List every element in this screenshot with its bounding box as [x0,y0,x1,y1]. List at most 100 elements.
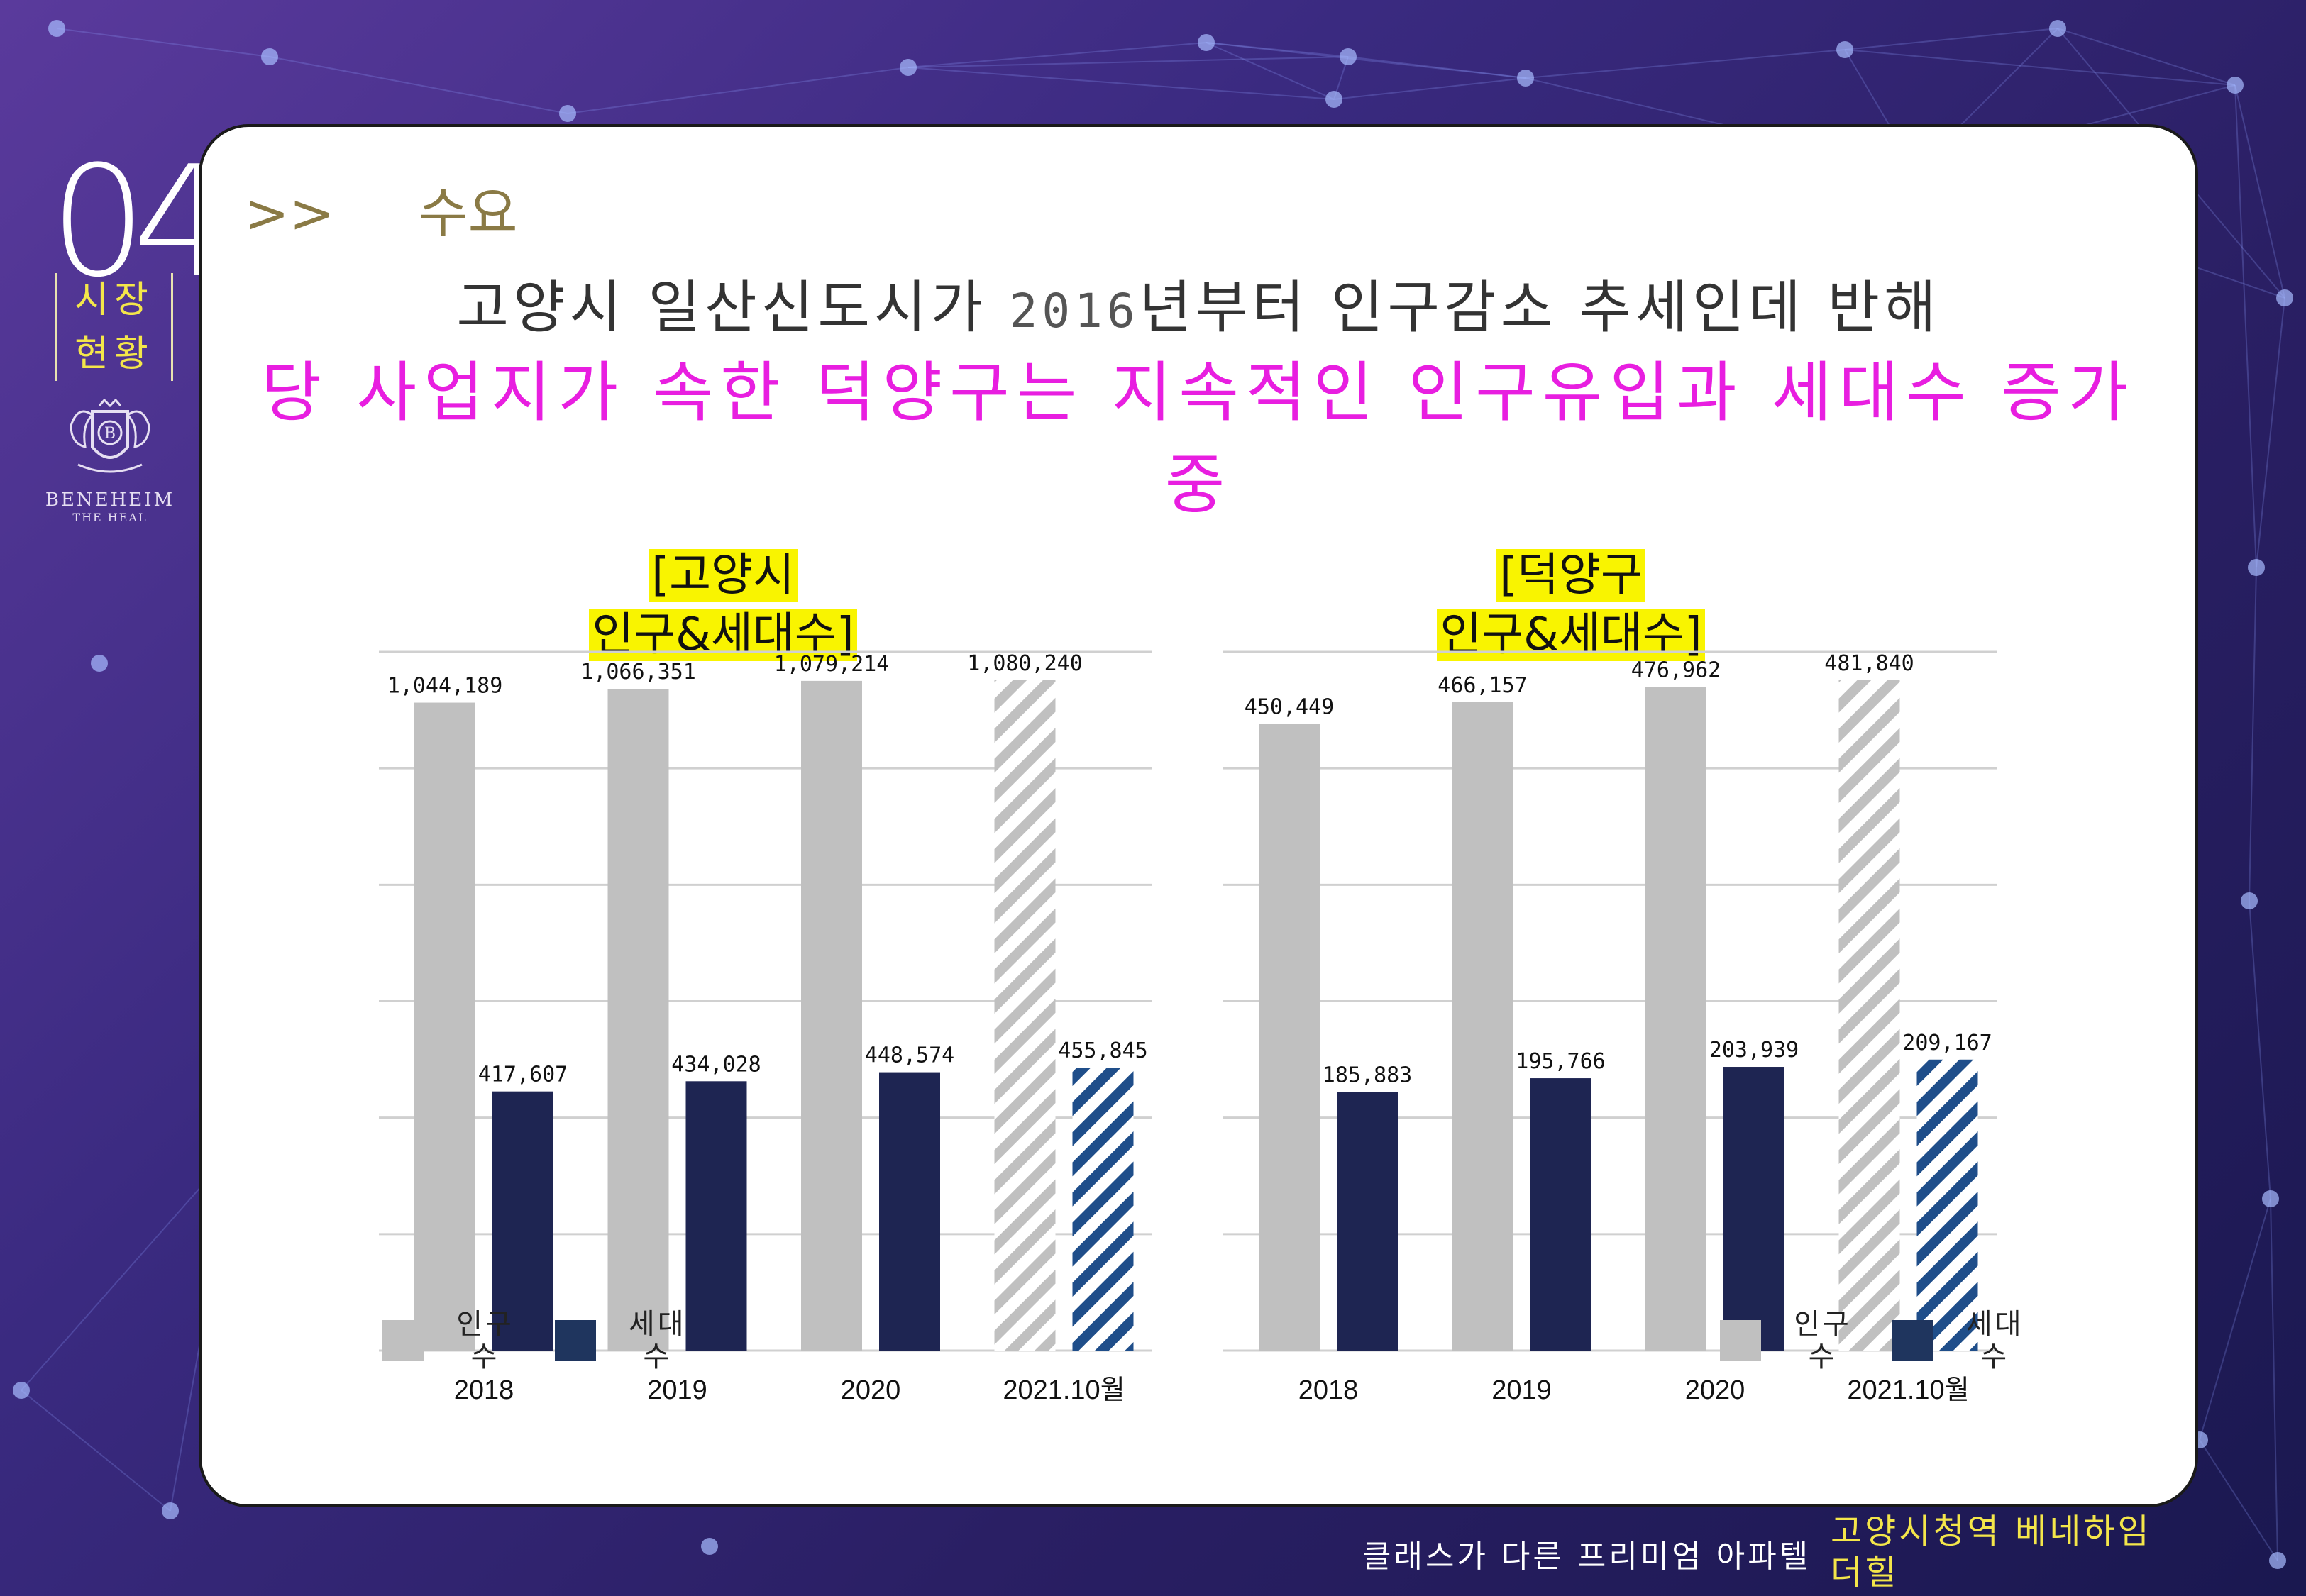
section-name-line2: 현황 [75,333,154,375]
chart2-deogyang-bar-chart: 450,449 185,883 2018 466,157 195,766 2019 476,… [1223,650,1997,1405]
x-tick-label: 2020 [1685,1375,1745,1405]
network-line [907,67,1335,100]
headline-line2: 당 사업지가 속한 덕양구는 지속적인 인구유입과 세대수 증가중 [261,355,2136,523]
logo-text: BENEHEIM [45,489,175,511]
network-line [2249,567,2257,902]
chart1-title-line1: [고양시 [649,549,798,602]
legend-item-households: 세대수 [1892,1308,2027,1373]
network-node [559,105,576,122]
network-line [1844,49,2236,86]
legend-label-population: 인구수 [1794,1308,1852,1373]
network-line [2057,28,2236,86]
x-tick-label: 2019 [647,1375,707,1405]
network-node [1325,91,1342,108]
network-line [56,28,270,57]
chart1-title: [고양시 인구&세대수] [535,545,911,665]
data-label-population: 1,079,214 [774,652,890,677]
headline-line1-pre: 고양시 일산신도시가 [456,275,1010,340]
network-node [2262,1190,2279,1207]
network-line [567,67,909,114]
legend-swatch-households [1892,1320,1933,1361]
data-label-households: 185,883 [1323,1063,1412,1087]
subhead-arrows: >> [244,182,335,245]
legend-item-population: 인구수 [1720,1308,1855,1373]
section-name: 시장 현황 [55,273,173,381]
bar-population [607,689,669,1351]
headline-line1-year: 2016 [1009,284,1140,338]
network-line [907,42,1207,68]
network-line [2234,84,2257,568]
subhead-label: 수요 [418,182,518,245]
logo-subtext: THE HEAL [72,511,148,524]
brand-logo: B BENEHEIM THE HEAL [43,397,177,524]
network-line [2234,84,2285,299]
chart2-title: [덕양구 인구&세대수] [1383,545,1759,665]
legend-swatch-households [554,1320,596,1361]
headline-line1: 고양시 일산신도시가 2016년부터 인구감소 추세인데 반해 [202,262,2195,344]
network-node [1517,70,1534,87]
chart2-legend: 인구수 세대수 [1720,1308,2056,1373]
network-node [701,1538,718,1555]
network-line [1347,56,1526,79]
network-line [1844,28,2058,50]
content-panel: >> 수요 고양시 일산신도시가 2016년부터 인구감소 추세인데 반해 당 … [199,124,2198,1507]
bar-households [879,1072,940,1351]
network-line [1525,49,1846,79]
legend-item-population: 인구수 [382,1308,517,1373]
data-label-households: 209,167 [1902,1031,1992,1055]
network-line [269,56,568,114]
bar-population [994,680,1056,1351]
data-label-households: 203,939 [1709,1038,1799,1063]
bar-population [801,680,862,1351]
bar-households [492,1091,553,1351]
data-label-households: 455,845 [1058,1038,1147,1063]
chart1-legend: 인구수 세대수 [382,1308,718,1373]
network-node [2269,1552,2286,1569]
network-line [1206,42,1335,100]
bar-population [1452,702,1513,1351]
network-node [2248,559,2265,576]
data-label-population: 466,157 [1438,673,1527,698]
network-node [261,48,278,65]
x-tick-label: 2021.10월 [1003,1375,1125,1405]
section-name-line1: 시장 [75,279,154,321]
footer-tagline: 클래스가 다른 프리미엄 아파텔 [1362,1539,1811,1575]
network-line [1206,42,1349,57]
bar-population [1838,680,1900,1351]
bar-households [1723,1067,1784,1351]
subhead: >> 수요 [244,170,518,248]
legend-swatch-population [1720,1320,1761,1361]
network-line [2199,1439,2278,1561]
legend-swatch-population [382,1320,424,1361]
network-node [13,1382,30,1399]
x-tick-label: 2021.10월 [1847,1375,1969,1405]
network-line [1206,42,1526,79]
x-tick-label: 2018 [454,1375,514,1405]
network-line [21,1390,171,1512]
legend-label-population: 인구수 [456,1308,514,1373]
network-line [907,56,1349,68]
data-label-population: 1,066,351 [580,660,696,685]
network-line [2249,900,2271,1199]
bar-households [1530,1078,1591,1351]
data-label-population: 476,962 [1631,658,1721,683]
network-node [91,655,108,672]
data-label-population: 481,840 [1824,651,1914,676]
bar-households [1337,1092,1398,1351]
headline-line1-post: 년부터 인구감소 추세인데 반해 [1139,275,1941,340]
network-node [2276,289,2293,306]
network-node [2049,20,2066,37]
network-line [2199,1198,2271,1441]
crest-icon: B [70,398,150,473]
bar-population [414,702,475,1351]
footer-brand: 고양시청역 베네하임더힐 [1831,1512,2152,1592]
network-node [2241,892,2258,909]
network-node [1340,48,1357,65]
network-node [48,20,65,37]
network-line [2256,297,2285,568]
x-tick-label: 2020 [841,1375,901,1405]
legend-label-households: 세대수 [628,1308,687,1373]
network-node [1198,34,1215,51]
data-label-households: 195,766 [1516,1049,1605,1074]
legend-item-households: 세대수 [554,1308,690,1373]
